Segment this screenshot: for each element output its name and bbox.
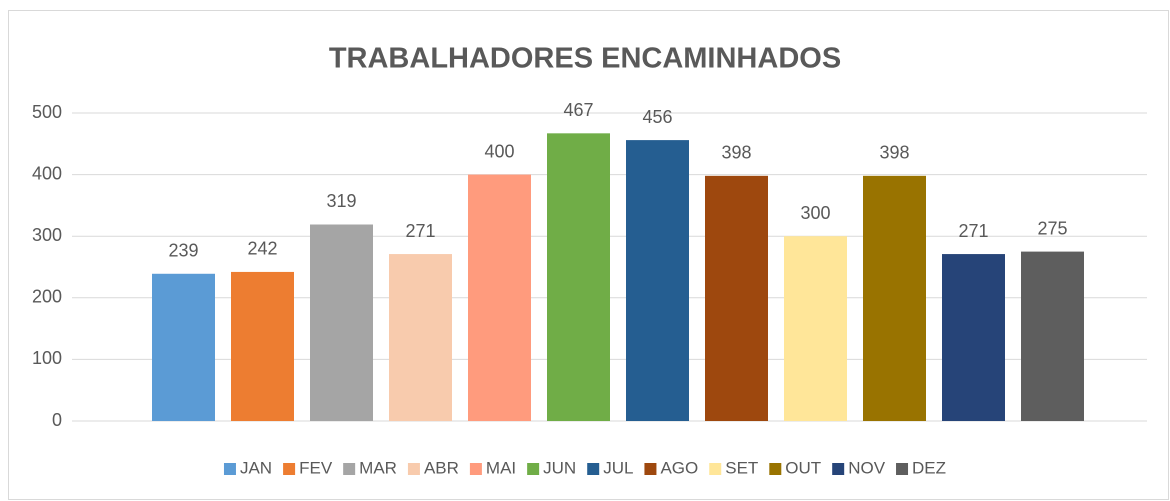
- y-tick-label: 500: [32, 102, 62, 122]
- bar: [468, 174, 531, 421]
- data-label: 456: [642, 107, 672, 127]
- legend-swatch: [769, 463, 782, 475]
- bar: [705, 175, 768, 421]
- legend-label: FEV: [299, 458, 333, 477]
- legend-label: OUT: [785, 458, 821, 477]
- legend-swatch: [832, 463, 845, 475]
- bar: [231, 271, 294, 421]
- data-label: 467: [563, 100, 593, 120]
- bar: [942, 254, 1005, 421]
- bar: [1021, 251, 1084, 421]
- legend-label: SET: [725, 458, 758, 477]
- data-label: 400: [484, 141, 514, 161]
- legend-label: JUL: [603, 458, 633, 477]
- y-tick-label: 300: [32, 225, 62, 245]
- bar: [389, 254, 452, 421]
- data-label: 300: [800, 203, 830, 223]
- data-label: 319: [326, 191, 356, 211]
- legend-swatch: [407, 463, 420, 475]
- data-label: 398: [879, 143, 909, 163]
- y-tick-label: 0: [52, 410, 62, 430]
- legend-label: MAI: [486, 458, 516, 477]
- legend-label: JAN: [240, 458, 272, 477]
- legend-swatch: [896, 463, 909, 475]
- legend-swatch: [527, 463, 540, 475]
- data-label: 242: [247, 239, 277, 259]
- legend-swatch: [223, 463, 236, 475]
- y-tick-label: 400: [32, 163, 62, 183]
- bar: [547, 133, 610, 421]
- data-label: 275: [1037, 218, 1067, 238]
- data-label: 398: [721, 143, 751, 163]
- bar: [784, 236, 847, 421]
- legend-swatch: [587, 463, 600, 475]
- bar: [626, 140, 689, 421]
- legend-swatch: [343, 463, 356, 475]
- legend-swatch: [709, 463, 722, 475]
- legend-label: DEZ: [912, 458, 946, 477]
- legend-swatch: [469, 463, 482, 475]
- data-label: 239: [168, 241, 198, 261]
- legend-label: JUN: [543, 458, 576, 477]
- data-label: 271: [958, 221, 988, 241]
- legend-swatch: [644, 463, 657, 475]
- legend: JAN FEV MAR ABR MAI JUN JUL AGO SET OUT NOV DEZ: [223, 458, 946, 477]
- legend-label: AGO: [660, 458, 698, 477]
- chart-title: TRABALHADORES ENCAMINHADOS: [329, 43, 841, 75]
- legend-label: ABR: [424, 458, 459, 477]
- bar: [310, 224, 373, 421]
- bar: [863, 175, 926, 421]
- legend-label: MAR: [359, 458, 397, 477]
- bar: [152, 273, 215, 421]
- data-label: 271: [405, 221, 435, 241]
- legend-swatch: [283, 463, 296, 475]
- legend-label: NOV: [848, 458, 886, 477]
- y-tick-label: 200: [32, 287, 62, 307]
- y-tick-label: 100: [32, 348, 62, 368]
